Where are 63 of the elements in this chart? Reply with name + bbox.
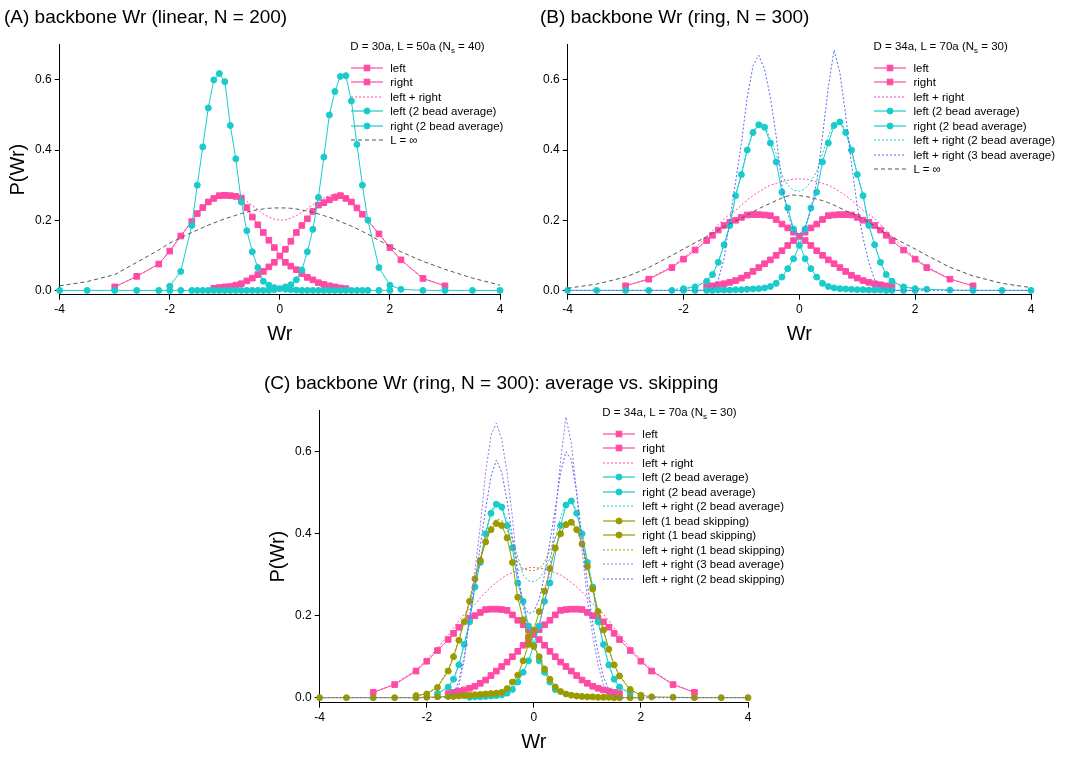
legend-label: left	[642, 426, 658, 442]
legend-label: L = ∞	[390, 133, 418, 148]
legend-label: left + right	[390, 89, 442, 105]
y-tick-label: 0.4	[542, 142, 560, 157]
y-axis-title: P(Wr)	[265, 530, 288, 583]
x-tick-label: 2	[637, 710, 645, 725]
chart-title: (C) backbone Wr (ring, N = 300): average vs. skipping	[264, 371, 719, 393]
legend-label: right	[913, 75, 936, 90]
legend-label: left + right (3 bead average)	[642, 557, 784, 572]
y-tick-label: 0.0	[34, 282, 52, 297]
x-tick-label: -4	[314, 710, 326, 725]
x-axis-title: Wr	[521, 729, 547, 752]
y-tick-label: 0.2	[34, 212, 52, 227]
x-tick-label: -4	[54, 302, 66, 317]
y-tick-label: 0.0	[294, 689, 312, 704]
chart-title: (A) backbone Wr (linear, N = 200)	[4, 5, 288, 27]
legend-label: right (2 bead average)	[642, 484, 756, 500]
x-tick-label: -2	[164, 302, 176, 317]
x-tick-label: 4	[744, 710, 752, 725]
legend-label: left + right	[642, 455, 694, 471]
legend-label: right (2 bead average)	[390, 118, 504, 134]
y-tick-label: 0.2	[542, 212, 560, 227]
legend-title: D = 34a, L = 70a (N$_{s}$ = 30)	[602, 404, 738, 424]
x-axis-title: Wr	[786, 321, 813, 344]
legend-label: left (1 bead skipping)	[642, 513, 750, 529]
legend-label: left (2 bead average)	[642, 470, 749, 485]
legend-label: left + right (2 bead skipping)	[642, 571, 785, 587]
y-tick-label: 0.6	[542, 72, 560, 87]
x-tick-label: -4	[562, 302, 574, 317]
x-tick-label: 2	[386, 302, 394, 317]
y-tick-label: 0.2	[294, 608, 312, 623]
x-tick-label: -2	[421, 710, 433, 725]
x-axis-title: Wr	[267, 321, 293, 344]
x-tick-label: 0	[276, 302, 284, 317]
legend-label: right	[390, 75, 413, 90]
x-tick-label: 0	[796, 302, 803, 317]
legend-label: left (2 bead average)	[390, 104, 497, 119]
x-tick-label: 0	[530, 710, 538, 725]
x-tick-label: 4	[1027, 302, 1035, 317]
legend-label: left	[913, 60, 929, 76]
y-tick-label: 0.6	[34, 72, 52, 87]
y-tick-label: 0.0	[542, 282, 560, 297]
legend-label: right	[642, 441, 665, 456]
x-tick-label: 2	[911, 302, 919, 317]
y-tick-label: 0.4	[34, 142, 52, 157]
legend-label: left + right	[913, 89, 965, 105]
x-tick-label: -2	[678, 302, 690, 317]
legend-label: right (2 bead average)	[913, 118, 1027, 134]
legend-label: left + right (2 bead average)	[642, 499, 784, 514]
y-axis-title: P(Wr)	[5, 143, 28, 196]
legend-title: D = 30a, L = 50a (N$_{s}$ = 40)	[350, 38, 486, 58]
chart-title: (B) backbone Wr (ring, N = 300)	[540, 5, 810, 27]
x-tick-label: 4	[496, 302, 504, 317]
legend-title: D = 34a, L = 70a (N$_{s}$ = 30)	[873, 38, 1009, 58]
legend-label: left + right (1 bead skipping)	[642, 542, 785, 558]
legend-label: right (1 bead skipping)	[642, 528, 757, 543]
y-tick-label: 0.4	[294, 526, 312, 541]
legend-label: left + right (3 bead average)	[913, 147, 1056, 163]
y-tick-label: 0.6	[294, 444, 312, 459]
legend-label: L = ∞	[913, 162, 941, 177]
legend-label: left	[390, 60, 406, 76]
legend-label: left + right (2 bead average)	[913, 133, 1056, 148]
legend-label: left (2 bead average)	[913, 104, 1020, 119]
